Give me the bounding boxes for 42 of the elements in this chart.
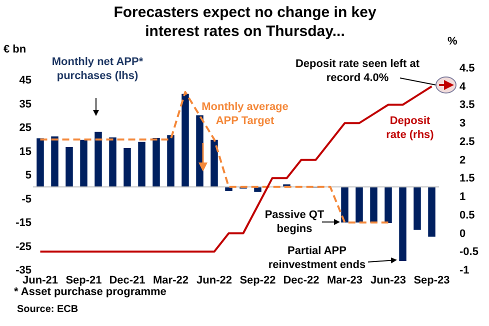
- y2-tick-label: 3.5: [460, 99, 475, 112]
- annotation: Monthly average APP Target: [200, 100, 290, 128]
- x-tick-label: Jun-22: [196, 274, 232, 286]
- y2-tick-label: 1: [460, 191, 466, 204]
- annotation: Partial APP reinvestment ends: [267, 244, 367, 272]
- y2-tick-label: 2: [460, 154, 466, 166]
- x-tick-label: Jun-21: [22, 274, 58, 286]
- annotation: Deposit rate (rhs): [385, 114, 435, 142]
- y2-tick-label: -1: [460, 264, 470, 276]
- x-tick-label: Jun-23: [370, 274, 406, 286]
- annotation: Monthly net APP* purchases (lhs): [50, 55, 144, 83]
- y-tick-label: -15: [16, 217, 32, 230]
- annotation: Passive QT begins: [264, 208, 326, 236]
- x-tick-label: Sep-23: [414, 274, 450, 286]
- y2-tick-label: 1.5: [460, 172, 475, 185]
- y2-tick-label: 3: [460, 118, 466, 130]
- y-tick-label: 35: [19, 98, 32, 110]
- y-tick-label: 5: [25, 170, 32, 182]
- y-tick-label: -5: [22, 193, 32, 206]
- text: * Asset purchase programme: [14, 286, 168, 299]
- y-tick-label: -25: [16, 240, 32, 253]
- y2-tick-label: 2.5: [460, 136, 475, 148]
- source-note: Source: ECB: [17, 303, 80, 317]
- y-tick-label: 45: [19, 74, 32, 87]
- y2-tick-label: 4: [460, 80, 466, 93]
- x-tick-label: Dec-21: [109, 274, 146, 286]
- x-tick-label: Mar-23: [327, 274, 362, 286]
- x-tick-label: Mar-22: [153, 274, 188, 286]
- y2-tick-label: 0: [460, 228, 466, 240]
- y2-tick-label: 0.5: [460, 209, 475, 222]
- x-tick-label: Sep-22: [240, 274, 276, 286]
- x-tick-label: Sep-21: [66, 274, 102, 286]
- y2-axis-title: %: [448, 36, 458, 48]
- y2-tick-label: 4.5: [460, 62, 475, 74]
- y-axis-title: € bn: [4, 44, 26, 56]
- chart-title: Forecasters expect no change in key interest rates on Thursday...: [112, 3, 378, 41]
- y2-tick-label: -0.5: [460, 246, 478, 258]
- y-tick-label: 25: [19, 122, 32, 134]
- y-tick-label: 15: [19, 146, 32, 158]
- annotation: Deposit rate seen left at record 4.0%: [295, 57, 420, 85]
- x-tick-label: Dec-22: [283, 274, 320, 286]
- y-tick-label: -35: [16, 264, 32, 276]
